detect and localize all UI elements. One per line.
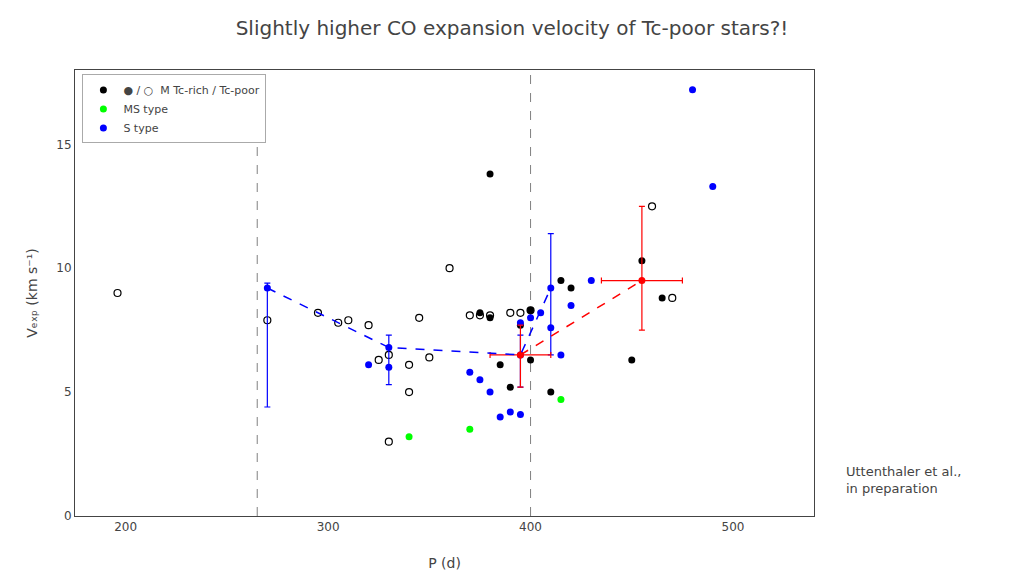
svg-text:P (d): P (d)	[428, 555, 461, 571]
svg-text:● / ○ M Tc-rich / Tc-poor: ● / ○ M Tc-rich / Tc-poor	[123, 84, 259, 97]
svg-text:S type: S type	[123, 122, 158, 135]
svg-text:0: 0	[64, 509, 72, 523]
svg-text:5: 5	[64, 385, 72, 399]
svg-text:500: 500	[722, 520, 745, 534]
svg-text:300: 300	[317, 520, 340, 534]
svg-text:15: 15	[56, 138, 71, 152]
svg-text:200: 200	[114, 520, 137, 534]
svg-text:10: 10	[56, 261, 71, 275]
svg-text:Vₑₓₚ (km s⁻¹): Vₑₓₚ (km s⁻¹)	[24, 248, 40, 338]
svg-text:Slightly higher CO expansion v: Slightly higher CO expansion velocity of…	[236, 16, 789, 40]
svg-text:Uttenthaler et al.,in preparat: Uttenthaler et al.,in preparation	[846, 464, 961, 496]
svg-text:400: 400	[519, 520, 542, 534]
svg-text:MS type: MS type	[123, 103, 168, 116]
